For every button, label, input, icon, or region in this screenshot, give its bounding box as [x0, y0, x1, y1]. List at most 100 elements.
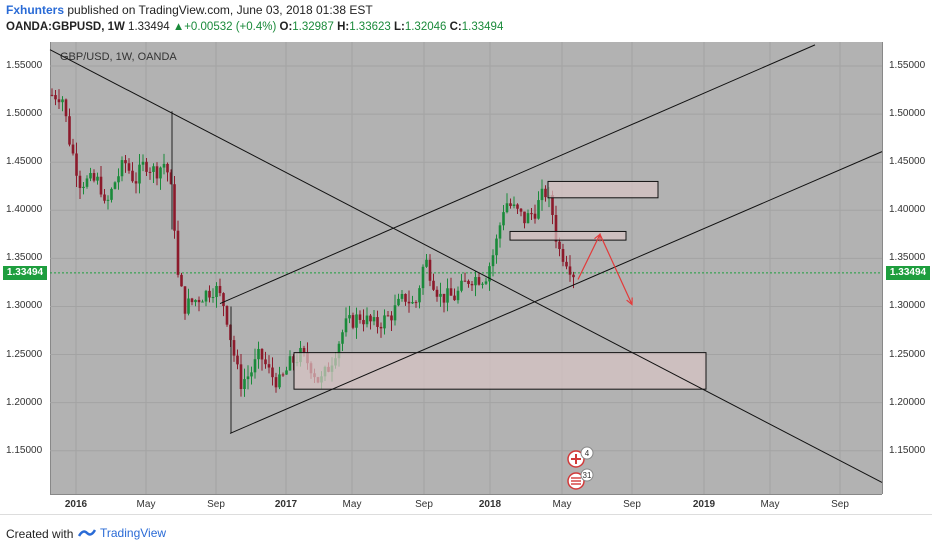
- left-axis-tick-label: 1.55000: [6, 60, 43, 72]
- candle-body: [78, 175, 82, 189]
- left-price-axis[interactable]: 1.55000 1.50000 1.45000 1.40000 1.35000 1.300…: [0, 42, 51, 494]
- candle-body: [96, 176, 99, 181]
- candle-body: [57, 99, 61, 103]
- candle-body: [505, 203, 509, 213]
- demand-zone-box: [293, 352, 707, 390]
- event-count-badge: [580, 446, 594, 460]
- candle-body: [117, 176, 120, 183]
- candle-body: [344, 318, 348, 333]
- close-value: 1.33494: [461, 21, 504, 33]
- candle-body: [113, 182, 117, 189]
- candle-body: [134, 181, 138, 184]
- candle-body: [106, 199, 110, 201]
- time-axis-tick-label: May: [552, 499, 572, 510]
- candle-body: [120, 160, 124, 177]
- author-link[interactable]: Fxhunters: [6, 3, 65, 17]
- candle-body: [456, 290, 460, 301]
- chart-plot-area[interactable]: [50, 42, 882, 494]
- low-label: L:: [393, 21, 405, 33]
- event-count-badge: [580, 468, 594, 482]
- left-axis-tick-label: 1.30000: [6, 300, 43, 312]
- time-axis-tick-label: Sep: [415, 499, 433, 510]
- candle-body: [376, 317, 379, 327]
- time-axis-tick-label: 2018: [478, 499, 502, 510]
- candle-body: [446, 288, 449, 303]
- candle-body: [418, 288, 421, 303]
- candle-body: [470, 283, 474, 286]
- tradingview-logo-icon: [78, 529, 96, 537]
- right-axis-tick-label: 1.45000: [889, 156, 926, 168]
- candle-body: [82, 186, 85, 189]
- right-axis-tick-label: 1.35000: [889, 252, 926, 264]
- candle-body: [246, 376, 250, 380]
- published-text: published on TradingView.com, June 03, 2…: [64, 3, 373, 17]
- right-axis-tick-label: 1.30000: [889, 300, 926, 312]
- candle-body: [222, 293, 225, 307]
- open-label: O:: [279, 21, 293, 33]
- candle-body: [166, 163, 169, 173]
- candle-body: [302, 347, 306, 353]
- candle-body: [404, 293, 407, 302]
- candle-body: [288, 356, 292, 371]
- high-value: 1.33623: [349, 21, 391, 33]
- candle-body: [565, 261, 568, 267]
- event-count-label: 31: [583, 471, 592, 480]
- tradingview-link[interactable]: TradingView: [78, 526, 166, 540]
- candle-body: [201, 301, 204, 303]
- candle-body: [71, 144, 75, 154]
- candle-body: [148, 171, 152, 173]
- candle-body: [274, 377, 278, 388]
- candle-body: [173, 184, 176, 231]
- candle-body: [250, 372, 253, 377]
- time-axis-tick-label: Sep: [207, 499, 225, 510]
- candle-body: [278, 374, 281, 388]
- change-arrow-icon: ▲: [172, 21, 185, 33]
- candle-body: [372, 317, 376, 322]
- right-price-axis[interactable]: 1.55000 1.50000 1.45000 1.40000 1.35000 1.300…: [882, 42, 932, 494]
- candle-body: [180, 274, 183, 287]
- candle-body: [50, 94, 54, 96]
- candle-body: [260, 348, 264, 360]
- candle-body: [477, 277, 481, 285]
- candle-body: [131, 170, 134, 182]
- candle-body: [64, 99, 68, 117]
- candle-body: [159, 167, 162, 179]
- candle-body: [218, 285, 222, 294]
- candle-body: [369, 315, 372, 322]
- candle-body: [61, 99, 64, 103]
- candle-body: [152, 166, 155, 172]
- candle-body: [498, 225, 502, 239]
- candle-body: [407, 301, 411, 304]
- candle-body: [544, 188, 547, 198]
- left-axis-tick-label: 1.50000: [6, 108, 43, 120]
- time-axis-tick-label: Sep: [831, 499, 849, 510]
- right-axis-tick-label: 1.20000: [889, 396, 926, 408]
- candle-body: [75, 153, 78, 176]
- candle-body: [341, 332, 344, 344]
- candle-body: [194, 299, 197, 303]
- candle-body: [411, 302, 414, 304]
- candle-body: [99, 176, 103, 195]
- candle-body: [138, 164, 141, 184]
- candle-body: [68, 116, 71, 145]
- candle-body: [572, 274, 575, 278]
- time-axis-tick-label: May: [342, 499, 362, 510]
- candle-body: [390, 315, 393, 321]
- candle-body: [358, 314, 362, 320]
- right-axis-tick-label: 1.15000: [889, 444, 926, 456]
- candle-body: [460, 280, 463, 291]
- candle-body: [379, 326, 383, 329]
- ohlc-line: OANDA:GBPUSD, 1W 1.33494 ▲+0.00532 (+0.4…: [6, 21, 503, 33]
- candle-body: [526, 213, 530, 224]
- candle-body: [425, 259, 428, 267]
- time-axis-tick-label: 2019: [692, 499, 716, 510]
- candle-body: [383, 315, 386, 329]
- time-axis[interactable]: 2016 May Sep 2017 May Sep 2018 May Sep 2019 May Sep: [50, 494, 882, 515]
- right-axis-tick-label: 1.25000: [889, 348, 926, 360]
- candle-body: [162, 163, 166, 168]
- candle-body: [197, 299, 201, 303]
- candle-body: [435, 289, 439, 297]
- right-axis-tick-label: 1.40000: [889, 204, 926, 216]
- candle-body: [176, 230, 180, 275]
- candle-body: [110, 188, 113, 200]
